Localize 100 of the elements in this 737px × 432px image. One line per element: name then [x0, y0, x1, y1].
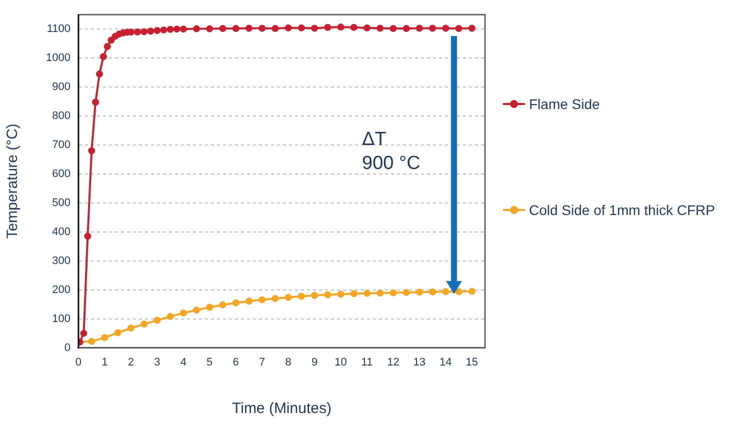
- point: [80, 330, 88, 337]
- point: [127, 324, 134, 332]
- point: [160, 26, 168, 34]
- y-tick-label: 500: [52, 196, 70, 209]
- y-tick-label: 0: [64, 342, 70, 354]
- point: [180, 310, 187, 317]
- y-tick-label: 300: [52, 254, 70, 267]
- point: [192, 306, 200, 314]
- legend-label: Cold Side of 1mm thick CFRP: [529, 202, 715, 218]
- point: [468, 288, 476, 295]
- y-tick-label: 200: [52, 284, 70, 296]
- x-tick-label: 14: [440, 356, 452, 368]
- point: [92, 98, 100, 106]
- y-tick-label: 1100: [46, 23, 70, 36]
- point: [154, 27, 161, 34]
- point: [114, 329, 122, 336]
- point: [104, 42, 111, 50]
- point: [192, 25, 200, 32]
- point: [298, 24, 305, 32]
- point: [88, 147, 96, 154]
- x-axis-title: Time (Minutes): [232, 400, 332, 418]
- point: [442, 288, 450, 296]
- x-tick-label: 9: [311, 356, 318, 368]
- point: [140, 28, 148, 36]
- point: [376, 290, 384, 297]
- point: [390, 289, 397, 296]
- y-axis-title: Temperature (°C): [4, 124, 22, 239]
- point: [134, 28, 141, 36]
- x-tick-label: 7: [259, 356, 266, 368]
- point: [363, 290, 370, 297]
- point: [96, 70, 103, 78]
- x-tick-label: 8: [285, 356, 292, 368]
- point: [245, 24, 252, 32]
- x-tick-label: 3: [154, 356, 160, 368]
- point: [455, 25, 462, 32]
- x-tick-label: 15: [466, 356, 478, 368]
- y-tick-label: 400: [52, 226, 70, 238]
- point: [147, 28, 154, 35]
- point: [337, 24, 344, 31]
- x-tick-label: 10: [334, 356, 347, 368]
- point: [166, 26, 174, 33]
- x-tick-label: 0: [75, 356, 82, 368]
- x-tick-label: 4: [180, 356, 186, 368]
- x-tick-label: 6: [232, 356, 239, 368]
- point: [232, 299, 240, 306]
- point: [455, 288, 462, 296]
- point: [173, 26, 180, 33]
- y-tick-label: 900: [52, 81, 70, 94]
- point: [219, 25, 226, 32]
- y-tick-label: 800: [52, 110, 70, 122]
- point: [376, 24, 384, 32]
- point: [219, 301, 226, 308]
- y-tick-label: 1000: [46, 52, 70, 64]
- point: [206, 25, 214, 32]
- point: [416, 24, 423, 32]
- point: [272, 25, 279, 32]
- point: [100, 53, 107, 60]
- point: [272, 295, 279, 302]
- point: [402, 25, 410, 32]
- point: [180, 26, 187, 33]
- point: [88, 338, 96, 345]
- y-tick-label: 600: [52, 168, 70, 180]
- point: [429, 288, 436, 296]
- point: [284, 294, 292, 301]
- point: [324, 291, 332, 298]
- x-tick-label: 13: [413, 356, 426, 368]
- point: [101, 334, 108, 342]
- point: [258, 24, 266, 32]
- point: [468, 24, 476, 32]
- point: [206, 304, 214, 311]
- point: [390, 25, 397, 32]
- point: [442, 24, 450, 32]
- x-tick-label: 12: [387, 356, 400, 368]
- point: [284, 24, 292, 32]
- annotation: ΔT 900 °C: [362, 128, 420, 176]
- x-tick-label: 11: [361, 356, 373, 368]
- point: [311, 292, 318, 299]
- point: [402, 288, 410, 296]
- point: [232, 25, 240, 32]
- x-tick-label: 5: [206, 356, 213, 368]
- point: [337, 290, 344, 298]
- point: [350, 24, 358, 31]
- point: [324, 24, 332, 31]
- point: [363, 24, 370, 32]
- point: [84, 232, 92, 240]
- point: [258, 296, 266, 304]
- point: [429, 24, 436, 32]
- point: [298, 292, 305, 300]
- point: [166, 313, 174, 320]
- point: [108, 36, 115, 44]
- point: [350, 290, 358, 298]
- x-tick-label: 1: [102, 356, 108, 368]
- y-tick-label: 100: [52, 312, 70, 325]
- point: [140, 320, 148, 328]
- legend-label: Flame Side: [529, 96, 600, 112]
- y-tick-label: 700: [52, 139, 70, 152]
- point: [245, 298, 252, 305]
- x-tick-label: 2: [128, 356, 134, 368]
- point: [311, 24, 318, 32]
- point: [154, 316, 161, 324]
